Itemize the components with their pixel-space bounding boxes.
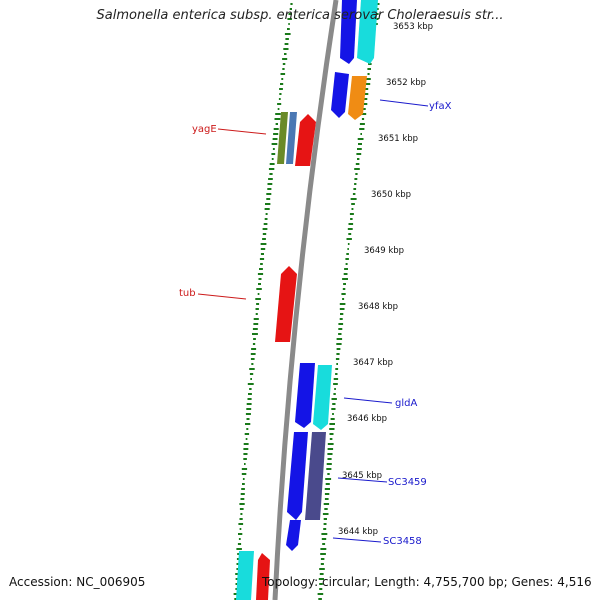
gene-label-SC3459[interactable]: SC3459 bbox=[388, 477, 427, 488]
gene-features bbox=[236, 0, 378, 600]
gene-label-yfaX[interactable]: yfaX bbox=[429, 101, 452, 112]
genome-backbone bbox=[272, 0, 339, 600]
gene-orange-yfaX bbox=[348, 76, 367, 120]
gene-olive bbox=[277, 112, 288, 164]
label-leaders bbox=[197, 99, 429, 543]
gene-reverse-tub bbox=[275, 266, 297, 342]
gene-cyan-1 bbox=[357, 0, 378, 64]
gene-forward-SC3459 bbox=[287, 432, 308, 520]
gene-forward-SC3458 bbox=[286, 520, 301, 551]
gene-reverse-yagE bbox=[295, 114, 316, 166]
scale-tick-label: 3647 kbp bbox=[353, 358, 393, 368]
gene-cyan-bottom bbox=[236, 551, 254, 600]
gene-labels: yfaX yagE tub gldA SC3459 SC3458 bbox=[179, 101, 452, 547]
gene-label-tub[interactable]: tub bbox=[179, 288, 196, 299]
scale-tick-label: 3645 kbp bbox=[342, 471, 382, 481]
gene-forward-gldA bbox=[295, 363, 315, 428]
accession-label: Accession: NC_006905 bbox=[9, 575, 146, 589]
scale-tick-label: 3652 kbp bbox=[386, 78, 426, 88]
scale-tick-label: 3646 kbp bbox=[347, 414, 387, 424]
gene-steel bbox=[286, 112, 297, 164]
scale-ticks: 3653 kbp 3652 kbp 3651 kbp 3650 kbp 3649… bbox=[338, 22, 433, 537]
gene-label-gldA[interactable]: gldA bbox=[395, 398, 417, 409]
scale-tick-label: 3644 kbp bbox=[338, 527, 378, 537]
gene-reverse-bottom bbox=[256, 553, 270, 600]
scale-tick-label: 3649 kbp bbox=[364, 246, 404, 256]
gene-label-SC3458[interactable]: SC3458 bbox=[383, 536, 422, 547]
gene-forward-2 bbox=[331, 72, 349, 118]
gene-label-yagE[interactable]: yagE bbox=[192, 124, 217, 135]
gc-content-track-left bbox=[233, 3, 293, 600]
scale-tick-label: 3651 kbp bbox=[378, 134, 418, 144]
scale-tick-label: 3650 kbp bbox=[371, 190, 411, 200]
genome-title: Salmonella enterica subsp. enterica sero… bbox=[96, 8, 504, 23]
gene-cyan-gldA bbox=[313, 365, 332, 430]
genome-summary: Topology: circular; Length: 4,755,700 bp… bbox=[262, 575, 592, 589]
gene-slate bbox=[305, 432, 326, 520]
gene-forward-1 bbox=[340, 0, 357, 64]
scale-tick-label: 3648 kbp bbox=[358, 302, 398, 312]
scale-tick-label: 3653 kbp bbox=[393, 22, 433, 32]
